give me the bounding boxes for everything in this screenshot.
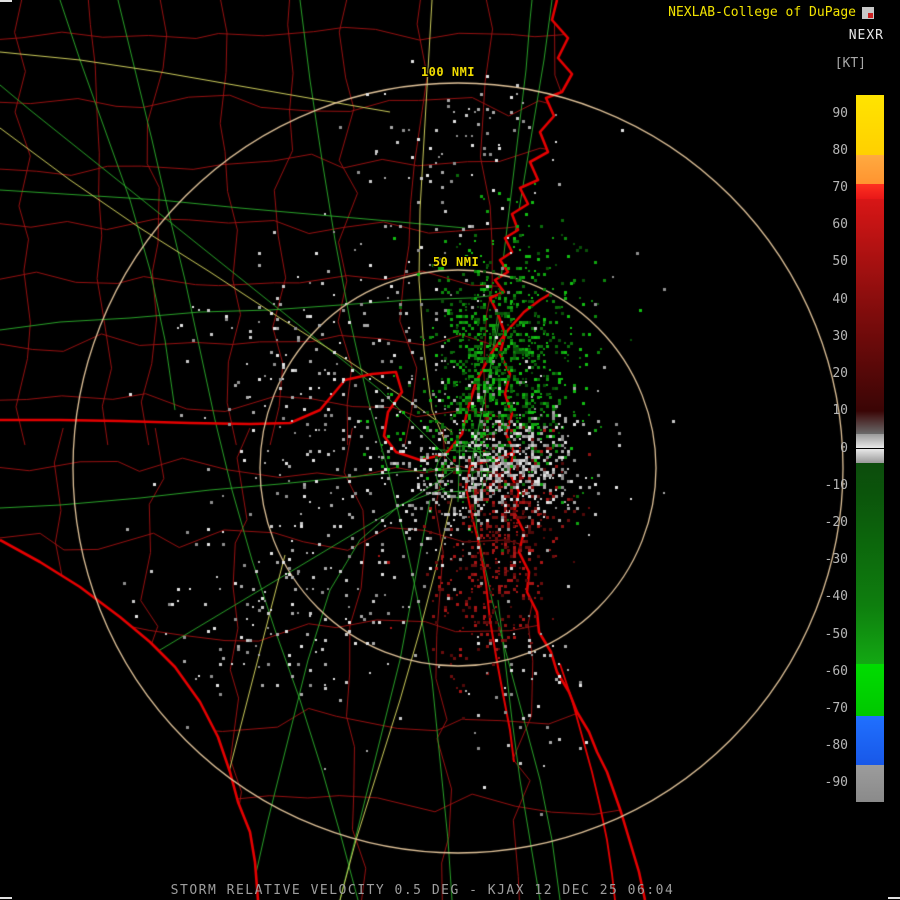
colorbar-tick-label: 20 (832, 366, 848, 382)
colorbar-tick-label: -90 (824, 775, 848, 791)
colorbar-tick-label: 70 (832, 180, 848, 196)
colorbar-segment (856, 604, 884, 665)
colorbar-tick-label: 40 (832, 291, 848, 307)
colorbar-segment (856, 184, 884, 200)
colorbar-tick-label: -70 (824, 700, 848, 716)
colorbar (856, 95, 884, 802)
corner-tick-bottom-right (888, 897, 900, 899)
colorbar-segment (856, 493, 884, 605)
colorbar-units: [KT] (834, 56, 866, 71)
colorbar-segment (856, 716, 884, 765)
colorbar-tick-label: 90 (832, 105, 848, 121)
corner-tick-top-left (0, 0, 12, 2)
colorbar-title: NEXR (848, 28, 884, 43)
colorbar-tick-label: -20 (824, 514, 848, 530)
branding-text: NEXLAB-College of DuPage (668, 5, 856, 20)
colorbar-segment (856, 199, 884, 315)
cod-logo-icon (862, 6, 874, 19)
colorbar-tick-label: -10 (824, 477, 848, 493)
colorbar-segment (856, 448, 884, 464)
colorbar-tick-label: 80 (832, 142, 848, 158)
colorbar-tick-label: 30 (832, 328, 848, 344)
colorbar-tick-label: 10 (832, 403, 848, 419)
range-ring-label-50nmi: 50 NMI (432, 255, 480, 269)
branding: NEXLAB-College of DuPage (668, 5, 874, 20)
range-ring-label-100nmi: 100 NMI (420, 65, 476, 79)
corner-tick-bottom-left (0, 897, 12, 899)
colorbar-segment (856, 411, 884, 434)
colorbar-tick-label: -50 (824, 626, 848, 642)
colorbar-tick-label: -30 (824, 552, 848, 568)
colorbar-segment (856, 95, 884, 155)
colorbar-segment (856, 154, 884, 185)
colorbar-segment (856, 463, 884, 494)
colorbar-tick-label: -60 (824, 663, 848, 679)
colorbar-tick-label: 60 (832, 217, 848, 233)
colorbar-tick-label: -80 (824, 738, 848, 754)
status-bar: STORM RELATIVE VELOCITY 0.5 DEG - KJAX 1… (170, 883, 675, 898)
colorbar-tick-label: 50 (832, 254, 848, 270)
colorbar-segment (856, 433, 884, 449)
colorbar-tick-label: -40 (824, 589, 848, 605)
colorbar-segment (856, 664, 884, 717)
colorbar-segment (856, 764, 884, 802)
colorbar-segment (856, 314, 884, 412)
colorbar-tick-labels: 90 80 70 60 50 40 30 20 10 0 -10 -20 -30 -40 -50 -60 -70… (804, 0, 848, 900)
colorbar-tick-label: 0 (840, 440, 848, 456)
